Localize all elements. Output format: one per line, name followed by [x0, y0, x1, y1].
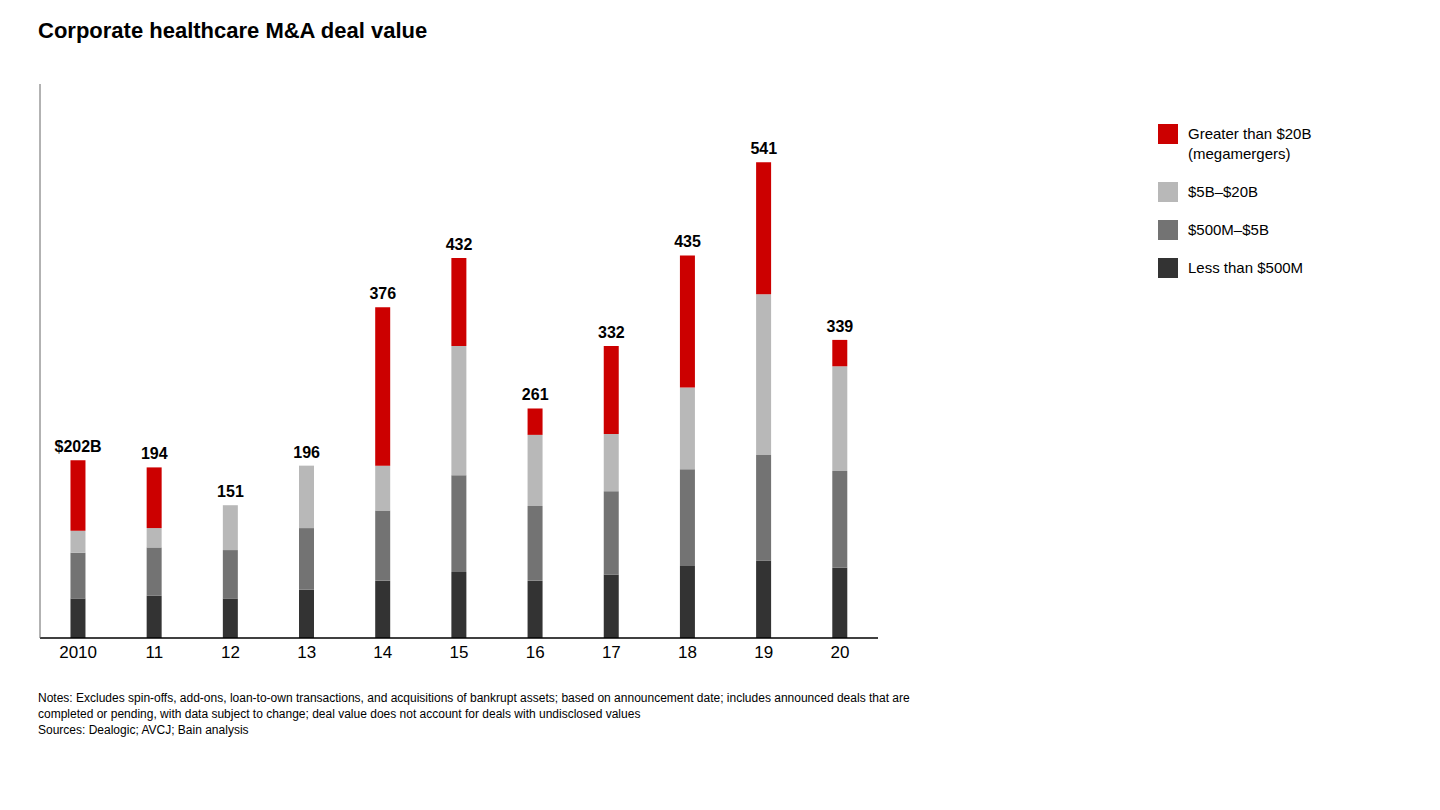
svg-text:19: 19	[754, 643, 773, 662]
svg-text:15: 15	[450, 643, 469, 662]
svg-text:11: 11	[145, 643, 163, 662]
html-text:$5B–$20B: $5B–$20B	[1188, 183, 1259, 200]
svg-text:16: 16	[526, 643, 545, 662]
svg-text:541: 541	[750, 140, 777, 157]
html-text:Notes: Excludes spin-offs, add: Notes: Excludes spin-offs, add-ons, loan…	[38, 691, 910, 737]
svg-text:17: 17	[602, 643, 621, 662]
svg-text:12: 12	[221, 643, 240, 662]
svg-text:332: 332	[598, 324, 625, 341]
svg-text:20: 20	[830, 643, 849, 662]
html-text:Less than $500M: Less than $500M	[1188, 259, 1304, 276]
svg-text:18: 18	[678, 643, 697, 662]
svg-text:432: 432	[446, 236, 473, 253]
html-text:Greater than $20B (megamergers: Greater than $20B (megamergers)	[1188, 125, 1312, 162]
svg-text:376: 376	[369, 285, 396, 302]
svg-text:435: 435	[674, 233, 701, 250]
svg-text:194: 194	[141, 445, 168, 462]
svg-text:196: 196	[293, 444, 320, 461]
svg-text:151: 151	[217, 483, 244, 500]
svg-text:$202B: $202B	[55, 438, 102, 455]
svg-text:339: 339	[827, 318, 854, 335]
svg-text:13: 13	[297, 643, 316, 662]
svg-text:261: 261	[522, 386, 549, 403]
html-text:$500M–$5B: $500M–$5B	[1188, 221, 1269, 238]
svg-text:14: 14	[373, 643, 392, 662]
html-text:Corporate healthcare M&A deal: Corporate healthcare M&A deal value	[38, 18, 428, 43]
svg-text:2010: 2010	[59, 643, 97, 662]
